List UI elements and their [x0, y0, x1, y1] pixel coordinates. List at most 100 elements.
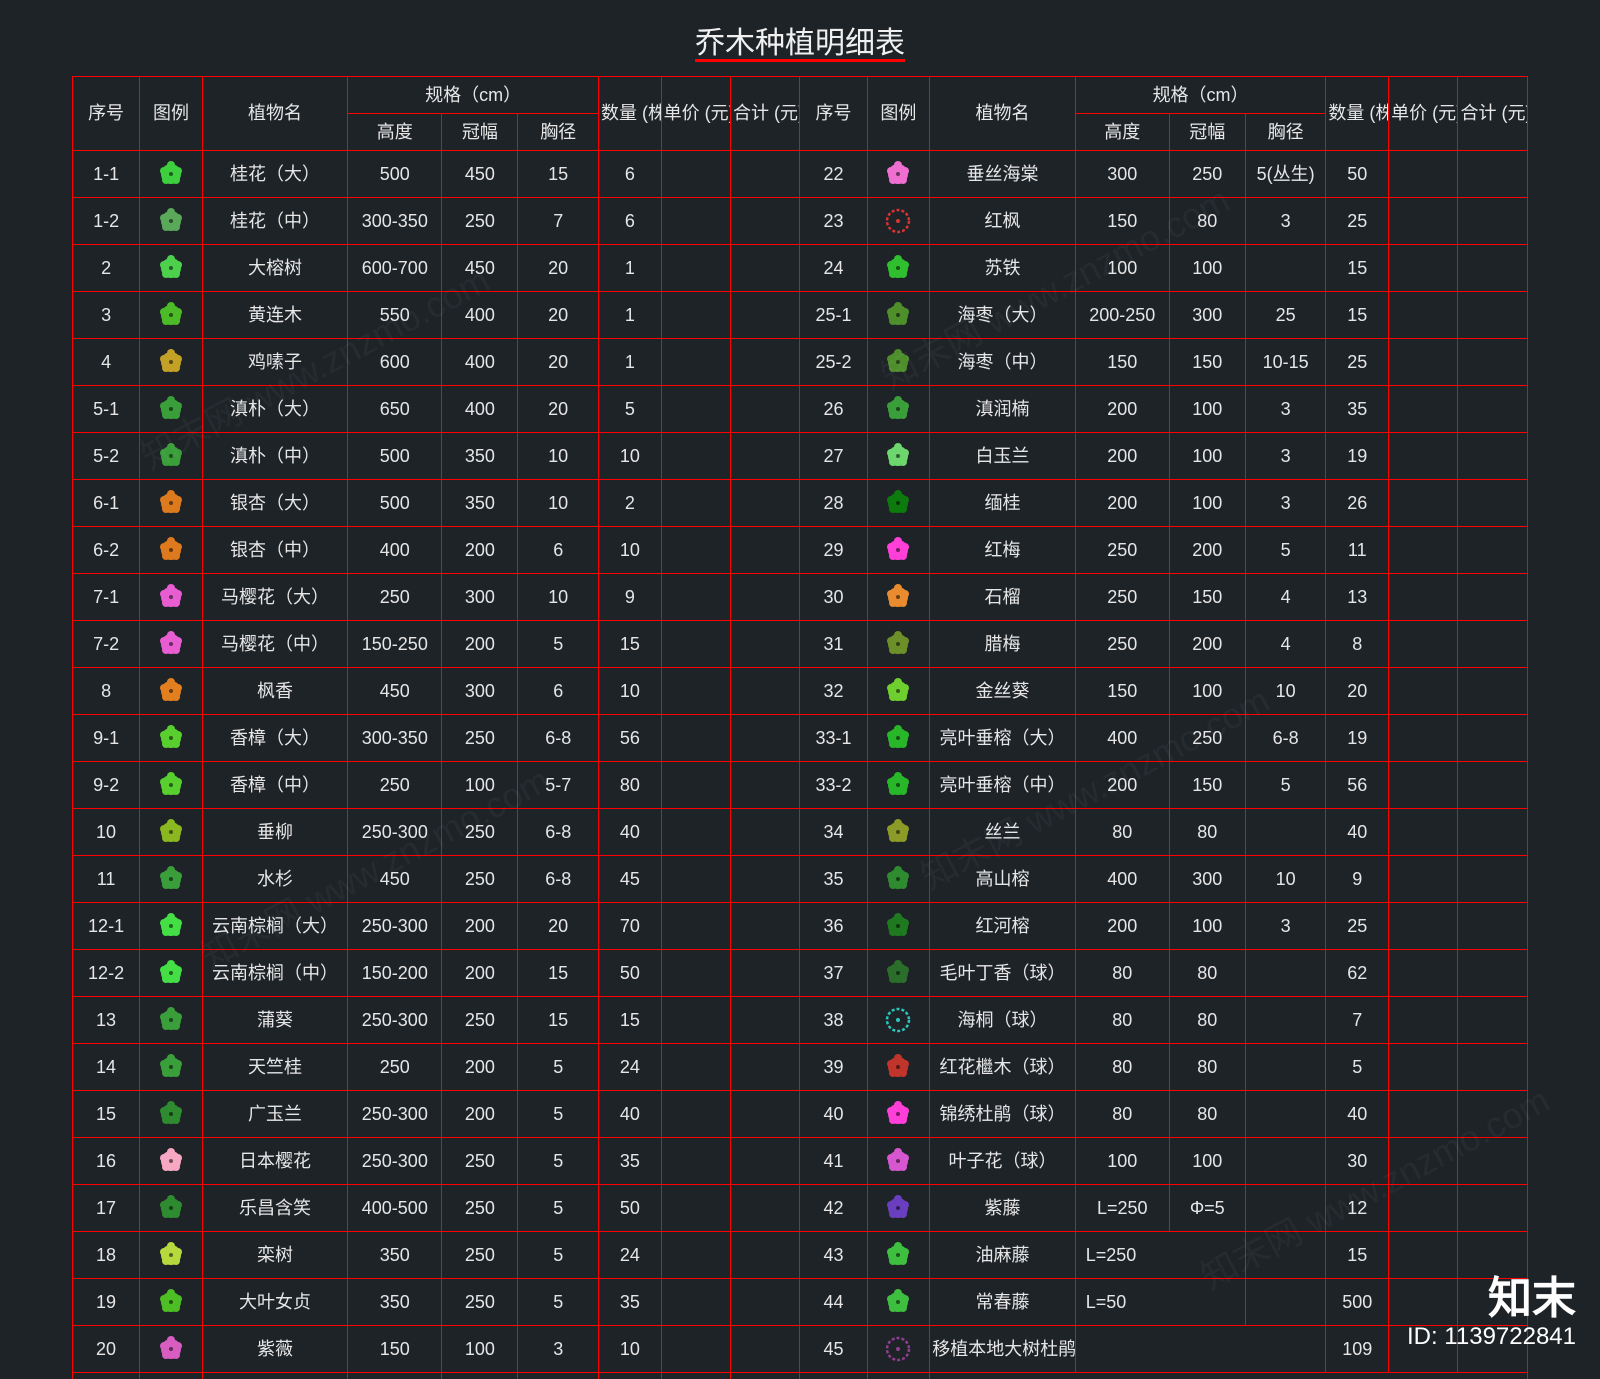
cell-qty: 500: [1326, 1279, 1389, 1326]
cell-seq: 18: [73, 1232, 140, 1279]
cell-seq: 25-2: [800, 339, 867, 386]
cell-name: 银杏（大）: [202, 480, 347, 527]
cell-qty: 24: [599, 1044, 662, 1091]
cell-dbh: 15: [518, 151, 599, 198]
cell-seq: 42: [800, 1185, 867, 1232]
cell-crown: 100: [442, 762, 518, 809]
cell-seq: 32: [800, 668, 867, 715]
cell-total: [731, 527, 800, 574]
cell-height: 250-300: [348, 1373, 442, 1379]
hdr-seq: 序号: [800, 77, 867, 151]
cell-name: 广玉兰: [202, 1091, 347, 1138]
cell-seq: 33-2: [800, 762, 867, 809]
table-row: 4鸡嗉子60040020125-2海枣（中）15015010-1525: [73, 339, 1528, 386]
cell-crown: 200: [442, 1044, 518, 1091]
cell-qty: 15: [1326, 1232, 1389, 1279]
hdr-total: 合计 (元): [1458, 77, 1528, 151]
plant-icon: [140, 292, 203, 339]
cell-total: [731, 339, 800, 386]
cell-seq: 5-1: [73, 386, 140, 433]
plant-icon: [867, 1326, 930, 1373]
cell-height: 550: [348, 292, 442, 339]
plant-icon: [140, 856, 203, 903]
cell-qty: 25: [1326, 903, 1389, 950]
cell-name: 垂柳: [202, 809, 347, 856]
cell-price: [1389, 292, 1458, 339]
cell-height: 250: [1075, 574, 1169, 621]
plant-icon: [140, 1091, 203, 1138]
plant-icon: [867, 762, 930, 809]
cell-dbh: 20: [518, 292, 599, 339]
cell-dbh: 5: [518, 1185, 599, 1232]
cell-qty: 20: [1326, 668, 1389, 715]
cell-dbh: 4: [1245, 621, 1326, 668]
cell-qty: 12: [1326, 1185, 1389, 1232]
cell-height: L=50: [1075, 1279, 1245, 1326]
cell-crown: 200: [1169, 527, 1245, 574]
cell-seq: 45: [800, 1326, 867, 1373]
cell-total: [1458, 1044, 1528, 1091]
cell-height: 500: [348, 480, 442, 527]
cell-crown: 350: [442, 433, 518, 480]
cell-price: [661, 856, 730, 903]
cell-dbh: 3: [1245, 903, 1326, 950]
cell-price: [1389, 245, 1458, 292]
cell-seq: 1-2: [73, 198, 140, 245]
cell-price: [661, 997, 730, 1044]
cell-price: [1389, 762, 1458, 809]
cell-seq: 26: [800, 386, 867, 433]
cell-price: [661, 1044, 730, 1091]
cell-crown: 200: [442, 950, 518, 997]
cell-crown: 250: [442, 1279, 518, 1326]
plant-icon: [140, 339, 203, 386]
cell-crown: 250: [442, 1185, 518, 1232]
table-row: 6-1银杏（大）50035010228缅桂200100326: [73, 480, 1528, 527]
cell-total: [1458, 856, 1528, 903]
plant-icon: [140, 480, 203, 527]
cell-qty: 8: [1326, 621, 1389, 668]
cell-seq: 44: [800, 1279, 867, 1326]
plant-icon: [140, 574, 203, 621]
cell-price: [1389, 715, 1458, 762]
cell-name: 原有的树: [930, 1373, 1528, 1379]
cell-seq: 4: [73, 339, 140, 386]
plant-icon: [867, 339, 930, 386]
cell-crown: 80: [1169, 198, 1245, 245]
planting-table: 序号 图例 植物名 规格（cm） 数量 (株) 单价 (元) 合计 (元) 序号…: [72, 76, 1528, 1379]
cell-total: [731, 574, 800, 621]
cell-price: [661, 386, 730, 433]
cell-dbh: 4: [1245, 574, 1326, 621]
cell-crown: Φ=5: [1169, 1185, 1245, 1232]
plant-icon: [140, 386, 203, 433]
plant-icon: [867, 621, 930, 668]
cell-crown: 450: [442, 245, 518, 292]
cell-name: 叶子花（球）: [930, 1138, 1075, 1185]
cell-qty: 1: [599, 339, 662, 386]
cell-crown: 400: [442, 339, 518, 386]
cell-seq: 12-2: [73, 950, 140, 997]
cell-height: 80: [1075, 809, 1169, 856]
cell-dbh: 5: [518, 1232, 599, 1279]
cell-total: [731, 1373, 800, 1379]
cell-qty: 1: [599, 245, 662, 292]
cell-dbh: 5: [518, 621, 599, 668]
cell-total: [1458, 1138, 1528, 1185]
cell-total: [1458, 386, 1528, 433]
cell-dbh: [1245, 1232, 1326, 1279]
cell-dbh: 10: [1245, 856, 1326, 903]
cell-dbh: [1245, 1091, 1326, 1138]
cell-name: 香樟（大）: [202, 715, 347, 762]
cell-crown: 250: [442, 1373, 518, 1379]
plant-icon: [867, 950, 930, 997]
cell-qty: 6: [599, 151, 662, 198]
plant-icon: [867, 480, 930, 527]
cell-total: [731, 809, 800, 856]
cell-total: [731, 1138, 800, 1185]
plant-icon: [140, 198, 203, 245]
table-row: 15广玉兰250-30020054040锦绣杜鹃（球）808040: [73, 1091, 1528, 1138]
cell-height: 150-250: [348, 621, 442, 668]
cell-height: 150-200: [348, 950, 442, 997]
plant-icon: [867, 386, 930, 433]
cell-crown: 250: [442, 1232, 518, 1279]
cell-dbh: 10: [518, 480, 599, 527]
